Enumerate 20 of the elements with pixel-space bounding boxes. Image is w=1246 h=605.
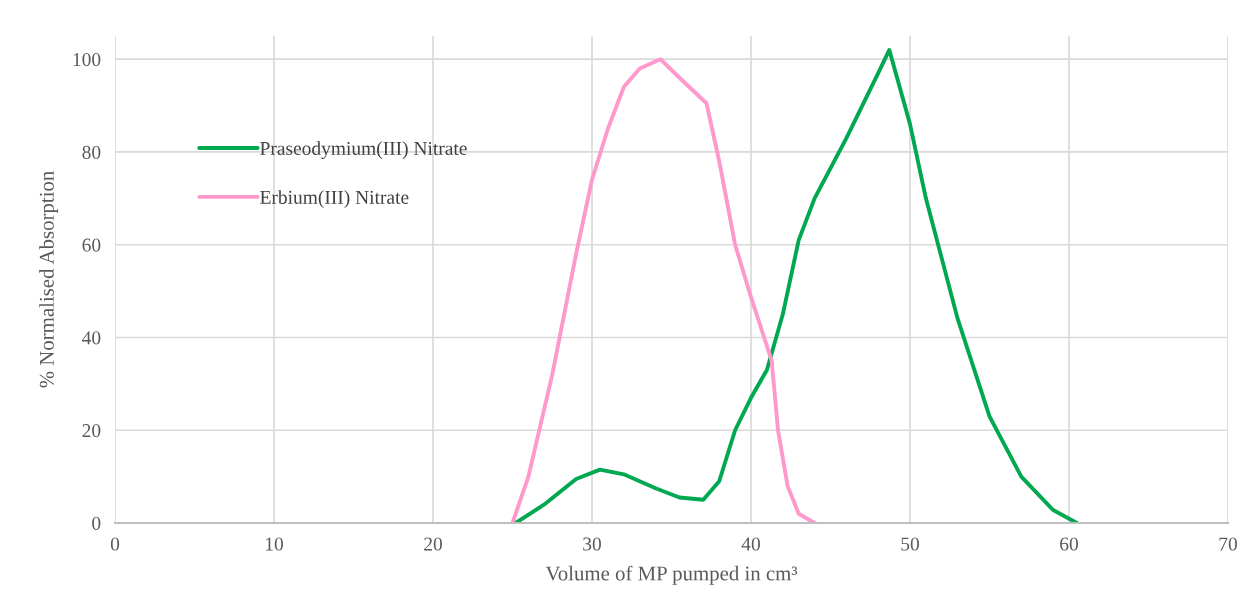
x-tick-label: 10: [265, 537, 283, 551]
legend-label: Erbium(III) Nitrate: [260, 190, 409, 208]
y-tick-label: 20: [82, 424, 101, 438]
x-tick-label: 60: [1060, 537, 1078, 551]
line-series: [510, 57, 817, 523]
x-axis-title: Volume of MP pumped in cm³: [545, 565, 798, 585]
x-tick-label: 0: [110, 537, 120, 551]
x-tick-label: 30: [583, 537, 601, 551]
legend-label: Praseodymium(III) Nitrate: [260, 141, 467, 159]
y-tick-label: 100: [73, 53, 101, 67]
y-tick-label: 80: [82, 145, 101, 159]
y-tick-label: 40: [82, 331, 101, 345]
y-axis-title: % Normalised Absorption: [39, 171, 59, 388]
x-tick-label: 20: [424, 537, 442, 551]
line-series: [513, 47, 1079, 523]
x-tick-label: 70: [1219, 537, 1237, 551]
y-tick-label: 60: [82, 238, 101, 252]
x-tick-label: 40: [741, 537, 760, 551]
y-tick-label: 0: [92, 516, 101, 530]
x-tick-label: 50: [901, 537, 919, 551]
